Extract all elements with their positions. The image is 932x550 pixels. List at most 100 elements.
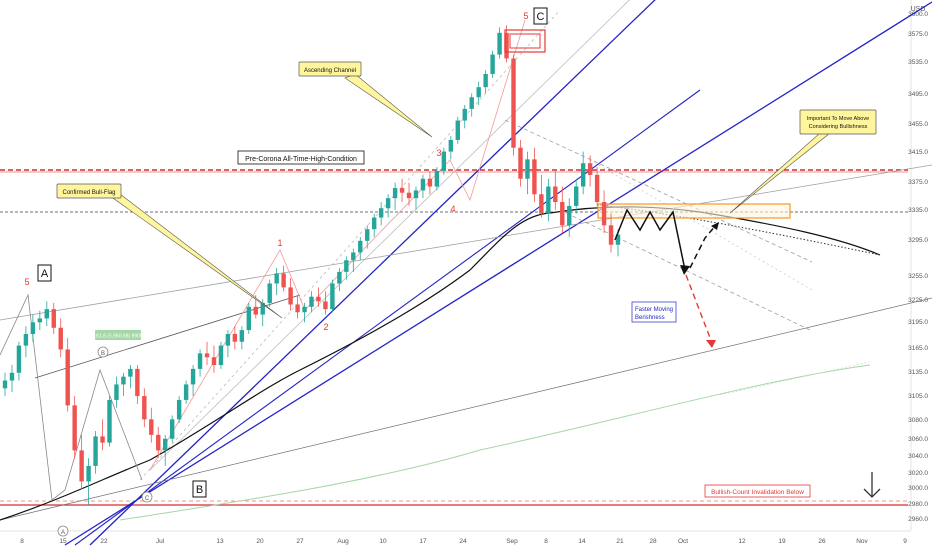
candle-body[interactable] bbox=[121, 376, 126, 385]
candle-body[interactable] bbox=[490, 54, 495, 74]
important-move-callout[interactable]: Important To Move Above Considering Bull… bbox=[729, 109, 877, 214]
bearish-dashed-arrow[interactable] bbox=[685, 274, 713, 344]
circle-b-marker[interactable] bbox=[97, 346, 109, 358]
candle-body[interactable] bbox=[469, 97, 474, 109]
candle-body[interactable] bbox=[142, 396, 147, 420]
ascending-channel-callout[interactable]: Ascending Channel bbox=[298, 61, 433, 138]
candle-body[interactable] bbox=[483, 73, 488, 88]
candle-body[interactable] bbox=[128, 368, 133, 377]
pre-corona-label[interactable]: Pre-Corona All-Time-High-Condition bbox=[237, 150, 365, 165]
candle-body[interactable] bbox=[169, 419, 175, 439]
circle-a-marker[interactable] bbox=[57, 525, 69, 537]
candle-body[interactable] bbox=[365, 229, 370, 241]
candle-body[interactable] bbox=[615, 234, 621, 245]
candle-body[interactable] bbox=[274, 273, 279, 284]
blue-trendline-middle[interactable] bbox=[74, 89, 701, 546]
candle-body[interactable] bbox=[149, 419, 154, 435]
candle-body[interactable] bbox=[587, 163, 593, 175]
candle-body[interactable] bbox=[413, 190, 419, 199]
candle-body[interactable] bbox=[511, 58, 516, 148]
candle-body[interactable] bbox=[567, 205, 572, 226]
candle-body[interactable] bbox=[434, 170, 440, 187]
candle-body[interactable] bbox=[601, 202, 607, 226]
candle-body[interactable] bbox=[288, 287, 293, 305]
candle-body[interactable] bbox=[316, 296, 321, 302]
candle-body[interactable] bbox=[539, 194, 544, 214]
candle-body[interactable] bbox=[197, 353, 203, 369]
candle-body[interactable] bbox=[448, 139, 454, 152]
candle-body[interactable] bbox=[232, 333, 238, 342]
candle-body[interactable] bbox=[79, 450, 84, 482]
candle-body[interactable] bbox=[546, 186, 551, 214]
candle-body[interactable] bbox=[371, 217, 377, 230]
candle-body[interactable] bbox=[246, 306, 252, 331]
candle-body[interactable] bbox=[16, 345, 22, 373]
candle-body[interactable] bbox=[107, 399, 112, 443]
candle-body[interactable] bbox=[392, 188, 398, 199]
candle-body[interactable] bbox=[190, 368, 196, 385]
candle-body[interactable] bbox=[580, 163, 586, 187]
top-marker[interactable] bbox=[504, 29, 546, 53]
time-axis[interactable]: 8 15 22 Jul 13 20 27 Aug 10 17 24 Sep 8 14 21 28 Oct 12 19… bbox=[0, 530, 911, 545]
candle-body[interactable] bbox=[497, 32, 502, 55]
projection-zigzag[interactable] bbox=[614, 208, 686, 271]
candle-body[interactable] bbox=[455, 120, 460, 140]
candle-body[interactable] bbox=[337, 271, 342, 284]
candle-body[interactable] bbox=[100, 436, 105, 443]
orange-resistance-zone[interactable] bbox=[597, 203, 791, 219]
candle-body[interactable] bbox=[211, 357, 217, 366]
invalidation-label[interactable]: Bullish-Count Invalidation Below bbox=[704, 484, 811, 498]
candle-body[interactable] bbox=[574, 186, 579, 206]
candle-body[interactable] bbox=[260, 302, 265, 315]
candle-body[interactable] bbox=[253, 306, 258, 315]
faster-moving-label[interactable]: Faster Moving Berishness bbox=[631, 301, 677, 323]
candle-body[interactable] bbox=[330, 283, 335, 310]
candle-body[interactable] bbox=[2, 380, 8, 389]
candle-body[interactable] bbox=[30, 322, 36, 334]
candle-body[interactable] bbox=[281, 273, 286, 288]
candle-body[interactable] bbox=[176, 399, 182, 420]
candle-body[interactable] bbox=[295, 304, 300, 313]
candle-body[interactable] bbox=[183, 384, 189, 400]
blue-trendline-steep[interactable] bbox=[89, 0, 660, 546]
candle-body[interactable] bbox=[58, 327, 63, 350]
candle-body[interactable] bbox=[93, 436, 98, 466]
candle-body[interactable] bbox=[51, 309, 56, 328]
candle-body[interactable] bbox=[553, 186, 558, 203]
candle-body[interactable] bbox=[344, 260, 349, 272]
candle-body[interactable] bbox=[65, 349, 70, 406]
green-fib-badge[interactable] bbox=[95, 330, 141, 340]
candle-body[interactable] bbox=[323, 301, 328, 310]
candle-body[interactable] bbox=[427, 178, 433, 187]
candle-body[interactable] bbox=[560, 202, 565, 226]
candle-body[interactable] bbox=[351, 252, 356, 261]
candle-body[interactable] bbox=[135, 368, 140, 397]
price-axis[interactable]: USD 3600.0 3575.0 3535.0 3495.0 3455.0 3415.0… bbox=[908, 0, 928, 530]
candle-body[interactable] bbox=[86, 465, 91, 482]
candle-body[interactable] bbox=[44, 309, 49, 319]
candle-body[interactable] bbox=[608, 225, 614, 245]
label-c-box[interactable] bbox=[533, 7, 548, 25]
candle-body[interactable] bbox=[23, 333, 29, 346]
candle-body[interactable] bbox=[156, 434, 161, 451]
blue-trendline-shallow[interactable] bbox=[64, 1, 932, 546]
candle-body[interactable] bbox=[9, 372, 15, 381]
candle-body[interactable] bbox=[239, 330, 245, 342]
ascending-channel-upper[interactable] bbox=[149, 0, 660, 471]
candle-body[interactable] bbox=[525, 159, 530, 179]
candle-body[interactable] bbox=[462, 108, 467, 121]
candle-body[interactable] bbox=[218, 345, 224, 366]
candle-body[interactable] bbox=[358, 240, 363, 253]
circle-c-marker[interactable] bbox=[141, 491, 153, 503]
candle-body[interactable] bbox=[385, 198, 391, 209]
candle-body[interactable] bbox=[225, 333, 231, 346]
candle-body[interactable] bbox=[309, 296, 314, 307]
candle-body[interactable] bbox=[378, 208, 384, 218]
label-b-box[interactable] bbox=[192, 480, 207, 498]
candle-body[interactable] bbox=[441, 151, 447, 171]
candle-body[interactable] bbox=[302, 306, 307, 313]
candle-body[interactable] bbox=[420, 178, 426, 191]
candle-body[interactable] bbox=[267, 283, 272, 303]
label-a-box[interactable] bbox=[37, 264, 52, 282]
candle-body[interactable] bbox=[532, 159, 537, 195]
